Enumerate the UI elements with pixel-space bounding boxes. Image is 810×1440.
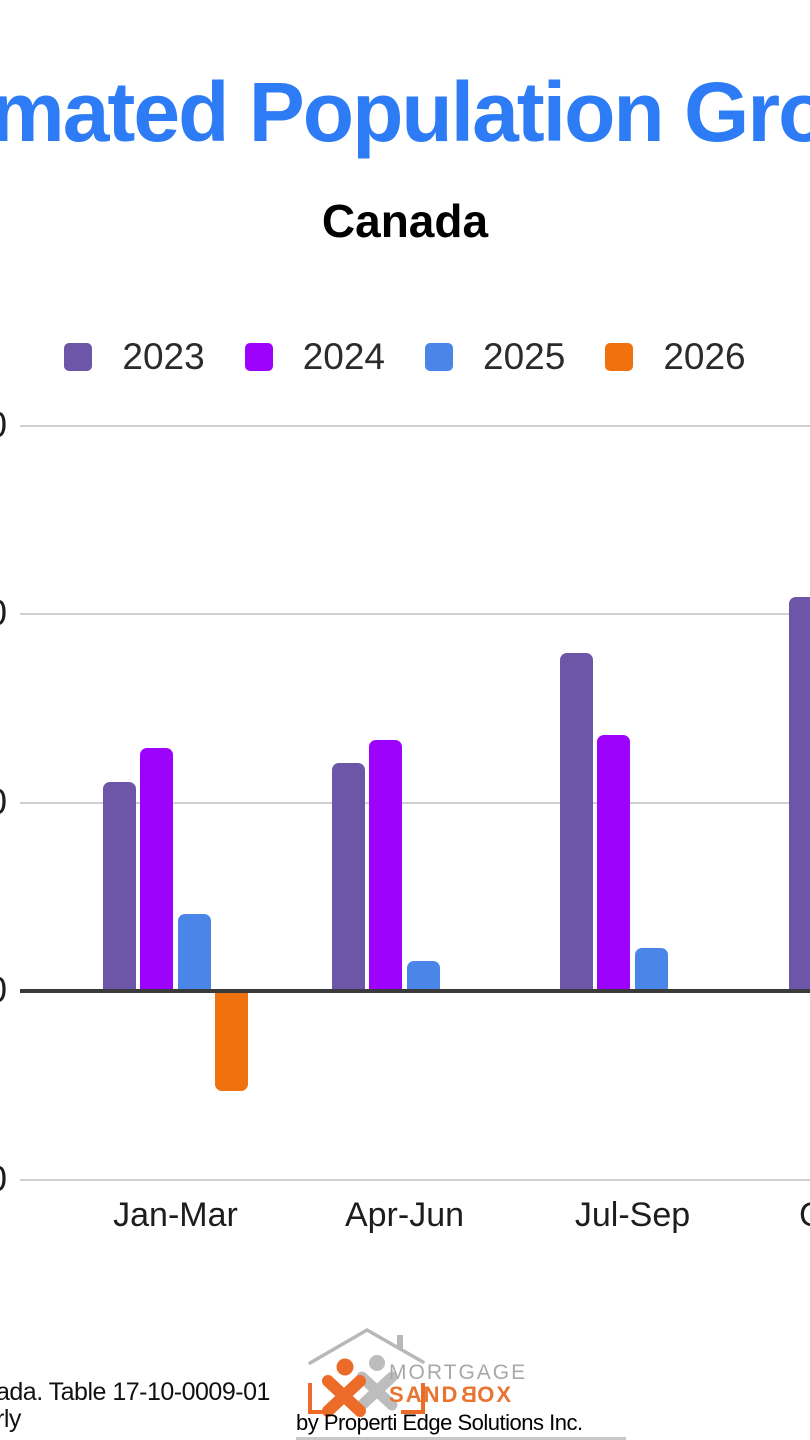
source-text-line1: ada. Table 17-10-0009-01 — [0, 1378, 270, 1406]
legend-swatch-2026 — [605, 342, 634, 371]
legend-item-2026: 2026 — [605, 336, 746, 377]
y-tick-label-fragment: 0 — [0, 595, 7, 631]
legend-item-2023: 2023 — [64, 336, 205, 377]
legend-swatch-2024 — [244, 342, 273, 371]
bar-2023-Apr-Jun — [332, 762, 365, 989]
bar-2025-Jul-Sep — [634, 947, 668, 989]
house-roof — [308, 1327, 425, 1365]
bar-2025-Jan-Mar — [177, 913, 211, 989]
source-text-line2: rly — [0, 1405, 21, 1433]
chart-title: Estimated Population Growth — [0, 65, 810, 159]
y-tick-label-fragment: 0 — [0, 972, 7, 1008]
logo-word-mortgage: MORTGAGE — [389, 1361, 528, 1384]
person-figure-orange — [322, 1358, 366, 1417]
bar-2024-Apr-Jun — [369, 740, 403, 989]
cropped-bottom-edge-artifact — [296, 1437, 626, 1440]
x-axis-label-Oct-Dec: Oct-Dec — [747, 1198, 810, 1232]
y-tick-label-fragment: 0 — [0, 1160, 7, 1197]
gridline — [20, 1178, 810, 1181]
x-axis-label-Jul-Sep: Jul-Sep — [574, 1196, 691, 1234]
gridline — [20, 424, 810, 427]
bar-2026-Jan-Mar — [215, 993, 248, 1092]
chart-legend: 2023 2024 2025 2026 — [0, 338, 810, 375]
bar-2023-Oct-Dec — [789, 596, 810, 989]
legend-item-2024: 2024 — [244, 336, 385, 377]
bar-2024-Jul-Sep — [597, 734, 631, 989]
logo-byline: by Properti Edge Solutions Inc. — [296, 1410, 583, 1435]
x-axis-label-Apr-Jun: Apr-Jun — [344, 1196, 465, 1234]
legend-swatch-2025 — [425, 342, 453, 371]
legend-label-2024: 2024 — [302, 336, 385, 377]
gridline — [20, 801, 810, 804]
bar-2025-Apr-Jun — [406, 960, 440, 989]
person-figure-gray — [356, 1355, 398, 1411]
bar-2023-Jan-Mar — [103, 781, 136, 989]
y-tick-label-fragment: 0 — [0, 783, 7, 820]
y-tick-label-fragment: 0 — [0, 406, 7, 443]
bar-2023-Jul-Sep — [560, 653, 593, 989]
gridline — [20, 613, 810, 615]
bracket-right — [401, 1383, 425, 1414]
zero-baseline — [20, 989, 810, 993]
mortgage-sandbox-logo-icon — [308, 1327, 425, 1417]
bracket-left — [308, 1383, 332, 1414]
legend-label-2025: 2025 — [483, 336, 566, 377]
legend-label-2026: 2026 — [663, 336, 746, 377]
legend-label-2023: 2023 — [122, 336, 205, 377]
legend-swatch-2023 — [64, 342, 93, 371]
x-axis-label-Jan-Mar: Jan-Mar — [113, 1196, 238, 1234]
bar-2024-Jan-Mar — [140, 747, 174, 989]
legend-item-2025: 2025 — [425, 338, 565, 375]
chart-subtitle: Canada — [321, 195, 489, 247]
logo-word-sandbox: SANDBOX — [389, 1382, 514, 1407]
